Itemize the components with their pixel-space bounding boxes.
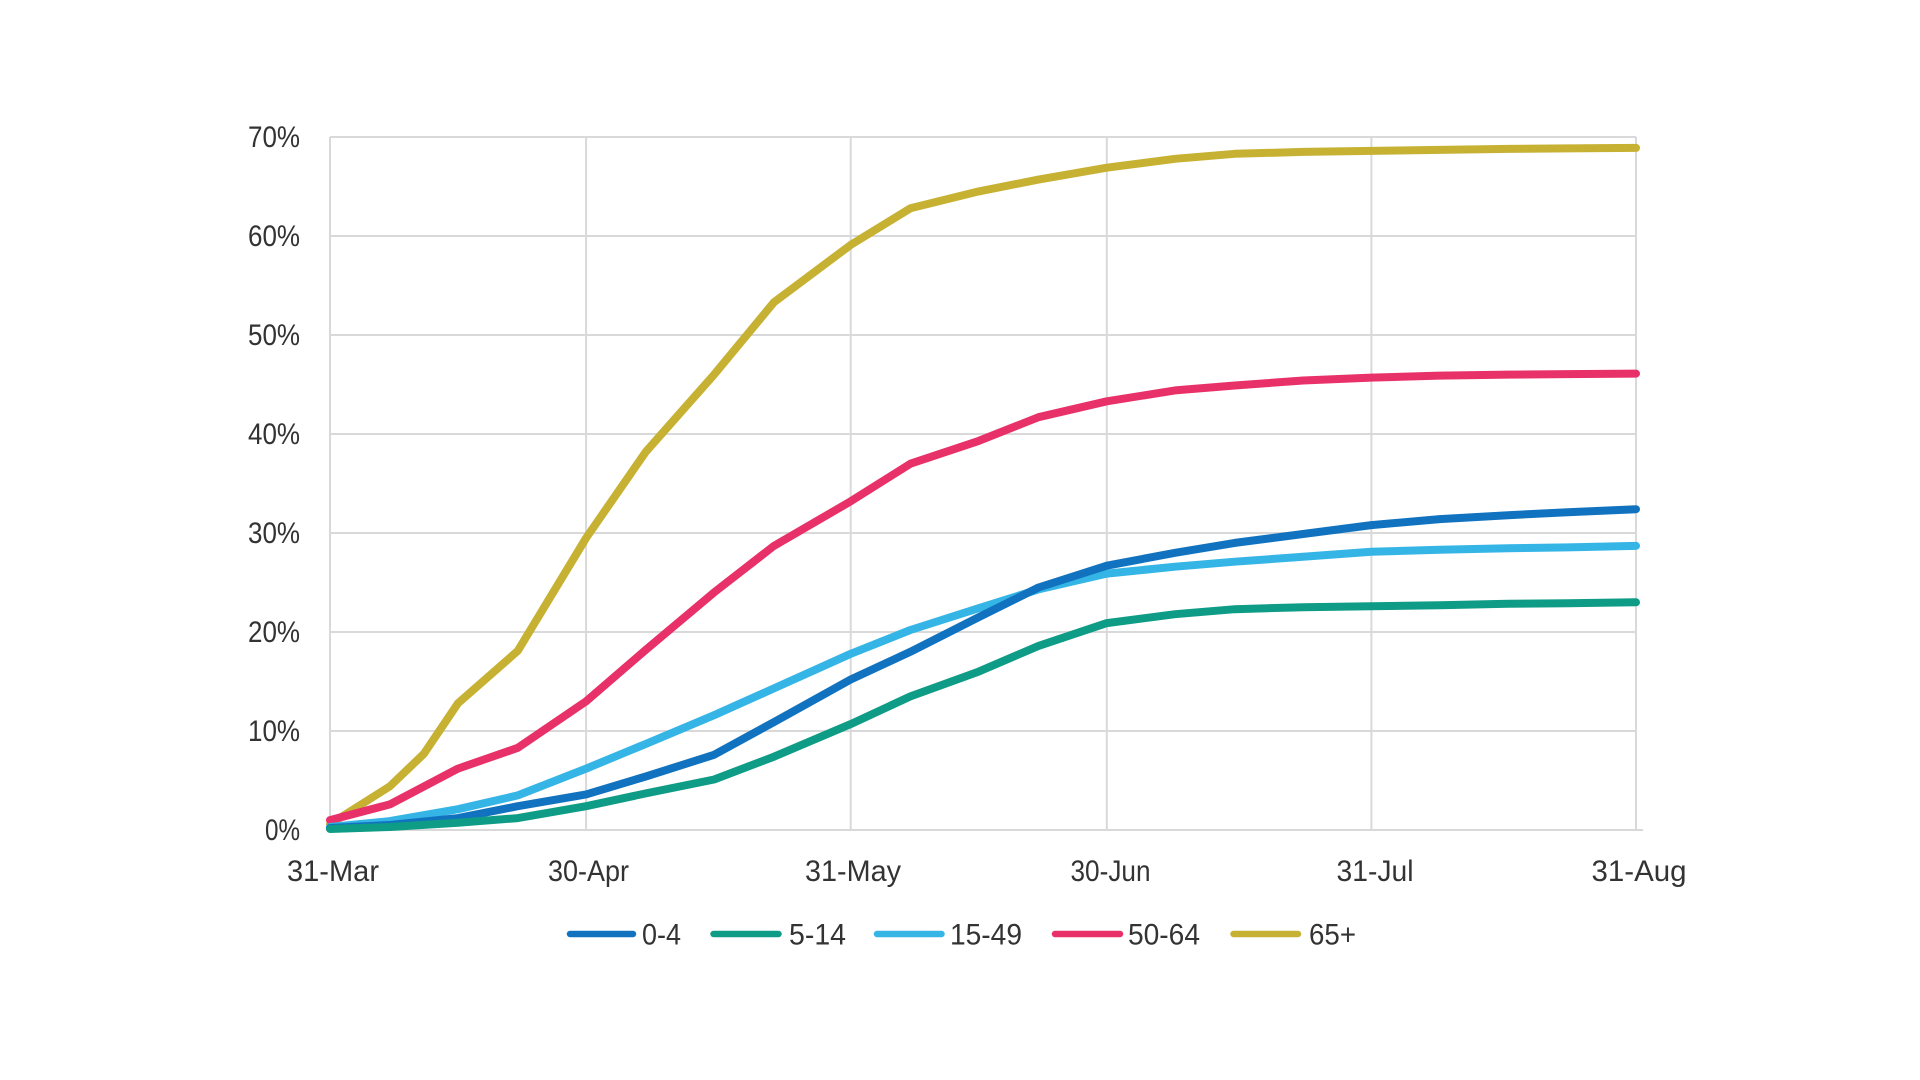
- svg-text:31-Aug: 31-Aug: [1592, 855, 1687, 888]
- svg-text:31-Jul: 31-Jul: [1337, 855, 1414, 888]
- svg-text:40%: 40%: [248, 418, 300, 451]
- svg-text:20%: 20%: [248, 616, 300, 649]
- svg-text:31-Mar: 31-Mar: [287, 855, 379, 888]
- svg-text:50-64: 50-64: [1128, 919, 1200, 952]
- svg-text:65+: 65+: [1309, 919, 1356, 952]
- svg-text:60%: 60%: [248, 220, 300, 253]
- svg-text:70%: 70%: [248, 121, 300, 154]
- svg-text:5-14: 5-14: [789, 919, 846, 952]
- svg-text:15-49: 15-49: [950, 919, 1022, 952]
- svg-text:10%: 10%: [248, 715, 300, 748]
- svg-text:31-May: 31-May: [805, 855, 901, 888]
- svg-text:30-Apr: 30-Apr: [548, 855, 629, 888]
- svg-text:50%: 50%: [248, 319, 300, 352]
- svg-text:0-4: 0-4: [642, 919, 681, 952]
- svg-text:0%: 0%: [265, 814, 300, 847]
- svg-text:30-Jun: 30-Jun: [1071, 855, 1151, 888]
- svg-text:30%: 30%: [248, 517, 300, 550]
